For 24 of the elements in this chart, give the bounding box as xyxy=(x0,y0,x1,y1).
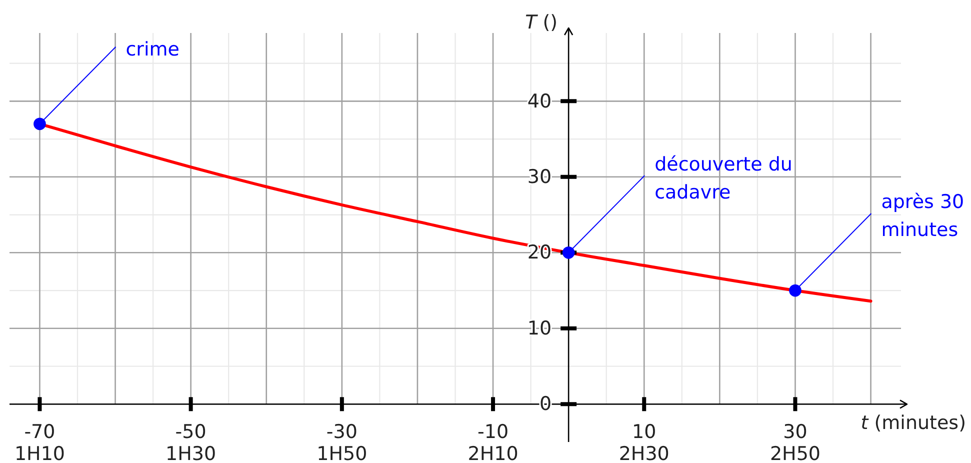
text: 1H10 xyxy=(14,443,65,463)
text: 1H30 xyxy=(166,443,216,463)
x-tick-label: -70 xyxy=(24,421,56,444)
text: 2H30 xyxy=(618,443,670,463)
point xyxy=(789,284,802,297)
y-tick-label: 30 xyxy=(527,166,552,188)
annotation: après 30 minutes xyxy=(881,191,964,242)
y-tick-label: 40 xyxy=(527,90,552,112)
annotation: crime xyxy=(126,38,180,61)
text: 1H50 xyxy=(316,443,368,463)
x-tick-label: -10 xyxy=(478,421,509,444)
x-tick-label: 30 xyxy=(783,421,808,444)
y-tick-label: 20 xyxy=(527,242,552,264)
point xyxy=(34,118,46,130)
x-tick-label: 10 xyxy=(632,421,656,444)
text: 2H10 xyxy=(468,443,518,463)
y-tick-label: 10 xyxy=(527,317,552,340)
x-tick-label: -50 xyxy=(175,421,206,444)
x-axis-title: t (minutes) xyxy=(860,412,966,434)
annotation: découverte du cadavre xyxy=(654,153,792,204)
text: 2H50 xyxy=(770,443,821,463)
x-tick-label: -30 xyxy=(326,421,358,444)
y-axis-title: T () xyxy=(525,12,558,34)
point xyxy=(562,246,575,259)
